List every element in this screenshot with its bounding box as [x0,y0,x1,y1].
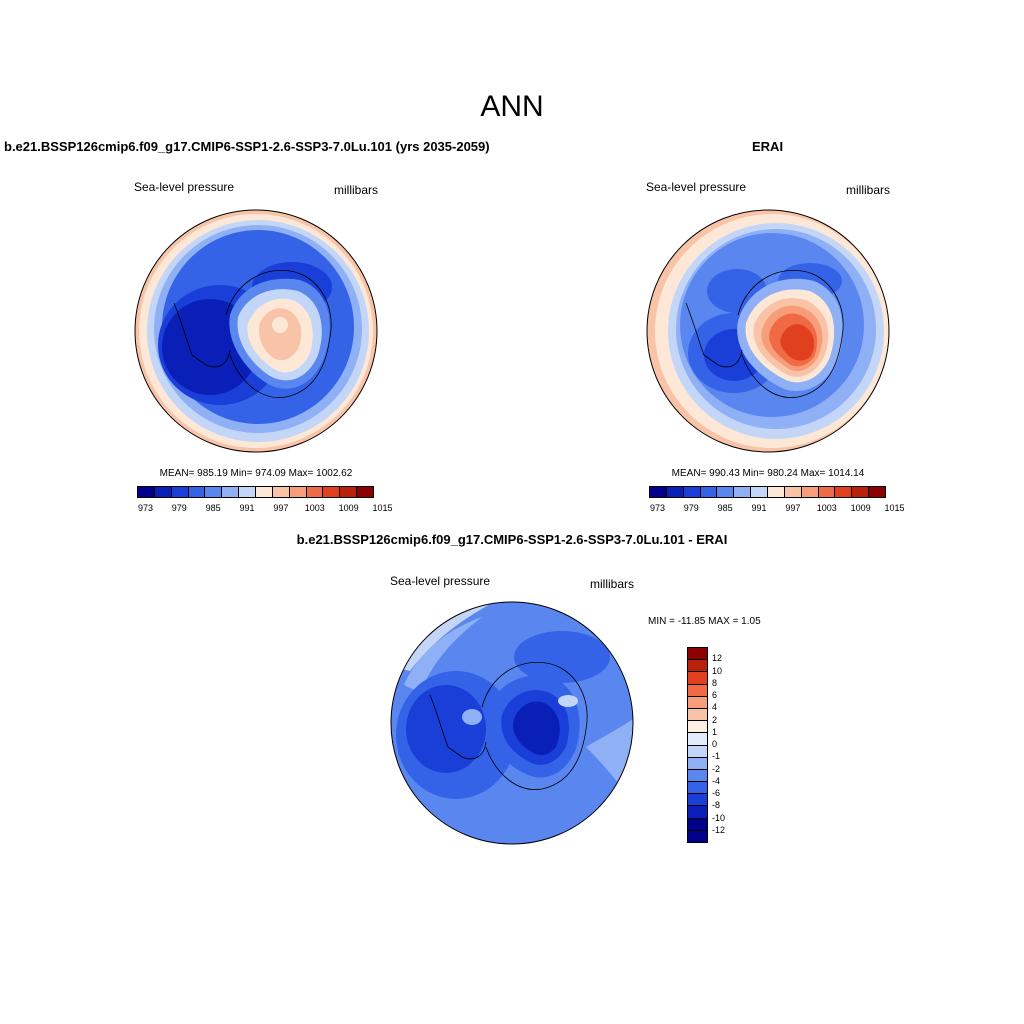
obs-panel-title: ERAI [752,139,784,154]
colorbar-swatch [323,487,341,497]
colorbar-swatch [768,487,785,497]
diff-variable-label: Sea-level pressure [390,574,491,588]
colorbar-tick-label: 4 [712,702,718,713]
colorbar-swatch [289,487,307,497]
colorbar-tick-label: 2 [712,714,718,725]
diff-panel-title: b.e21.BSSP126cmip6.f09_g17.CMIP6-SSP1-2.… [296,532,728,547]
colorbar-swatch [688,733,707,746]
diff-units-label: millibars [590,577,635,591]
colorbar-tick-label: -2 [712,763,721,774]
model-units-label: millibars [334,183,379,197]
colorbar-swatch [205,487,223,497]
colorbar-tick-label: 0 [712,739,718,749]
colorbar-tick-label: 1003 [816,503,837,513]
colorbar-swatch [688,721,707,734]
colorbar-tick-label: -10 [712,812,726,823]
colorbar-tick-label: -12 [712,824,726,835]
colorbar-tick-label: 973 [649,503,665,513]
colorbar-swatch [154,487,172,497]
colorbar-swatch [306,487,324,497]
colorbar-tick-label: 979 [683,503,699,513]
colorbar-tick-label: 991 [751,503,767,513]
obs-units-label: millibars [846,183,891,197]
colorbar-swatch [683,487,701,497]
colorbar-tick-label: 997 [273,503,289,513]
obs-colorbar [649,486,886,498]
colorbar-tick-label: -6 [712,788,721,798]
colorbar-swatch [666,487,684,497]
obs-colorbar-ticks: 973 979 985 991 997 1003 1009 1015 [649,503,905,515]
colorbar-tick-label: 985 [717,503,733,513]
colorbar-swatch [256,487,273,497]
colorbar-swatch [688,794,707,807]
colorbar-swatch [688,830,707,842]
colorbar-swatch [688,818,707,831]
colorbar-tick-label: 1009 [850,503,871,513]
obs-polar-map [646,209,890,453]
colorbar-tick-label: 1003 [304,503,325,513]
colorbar-tick-label: 979 [171,503,187,513]
diff-stats: MIN = -11.85 MAX = 1.05 [648,616,761,627]
colorbar-tick-label: 991 [239,503,255,513]
colorbar-swatch [688,782,707,795]
colorbar-swatch [688,660,707,673]
colorbar-tick-label: -8 [712,800,721,811]
colorbar-tick-label: 1015 [372,503,393,513]
colorbar-swatch [734,487,752,497]
colorbar-tick-label: -4 [712,775,721,786]
colorbar-swatch [688,696,707,709]
colorbar-swatch [340,487,358,497]
colorbar-swatch [688,684,707,697]
colorbar-swatch [801,487,819,497]
colorbar-swatch [688,806,707,819]
colorbar-swatch [171,487,189,497]
model-variable-label: Sea-level pressure [134,180,235,194]
colorbar-swatch [852,487,870,497]
colorbar-swatch [272,487,290,497]
colorbar-swatch [357,487,374,497]
colorbar-swatch [818,487,836,497]
diff-polar-map [390,601,634,845]
colorbar-swatch [700,487,718,497]
colorbar-tick-label: 997 [785,503,801,513]
colorbar-swatch [239,487,257,497]
colorbar-tick-label: 6 [712,690,718,700]
colorbar-swatch [688,648,707,661]
model-colorbar-ticks: 973 979 985 991 997 1003 1009 1015 [137,503,393,515]
colorbar-swatch [869,487,886,497]
colorbar-tick-label: 985 [205,503,221,513]
colorbar-swatch [784,487,802,497]
page-title: ANN [480,90,544,123]
colorbar-tick-label: 1009 [338,503,359,513]
obs-variable-label: Sea-level pressure [646,180,747,194]
colorbar-tick-label: 973 [137,503,153,513]
colorbar-swatch [688,672,707,685]
model-polar-map [134,209,378,453]
colorbar-swatch [188,487,206,497]
diff-colorbar-ticks: 12 10 8 6 4 2 1 0 -1 -2 -4 -6 -8 -10 -12 [712,647,752,843]
colorbar-tick-label: 10 [712,665,723,676]
colorbar-swatch [138,487,155,497]
colorbar-swatch [688,757,707,770]
colorbar-swatch [688,745,707,758]
colorbar-tick-label: -1 [712,751,721,762]
colorbar-tick-label: 12 [712,653,723,664]
colorbar-swatch [222,487,240,497]
colorbar-swatch [751,487,769,497]
colorbar-swatch [688,708,707,722]
colorbar-tick-label: 8 [712,677,718,688]
obs-stats: MEAN= 990.43 Min= 980.24 Max= 1014.14 [671,468,865,479]
colorbar-swatch [835,487,853,497]
model-panel-title: b.e21.BSSP126cmip6.f09_g17.CMIP6-SSP1-2.… [4,139,490,154]
model-colorbar [137,486,374,498]
colorbar-swatch [650,487,667,497]
colorbar-tick-label: 1 [712,726,718,737]
model-stats: MEAN= 985.19 Min= 974.09 Max= 1002.62 [159,468,353,479]
colorbar-tick-label: 1015 [884,503,905,513]
colorbar-swatch [717,487,735,497]
colorbar-swatch [688,769,707,783]
diff-colorbar [687,647,708,843]
